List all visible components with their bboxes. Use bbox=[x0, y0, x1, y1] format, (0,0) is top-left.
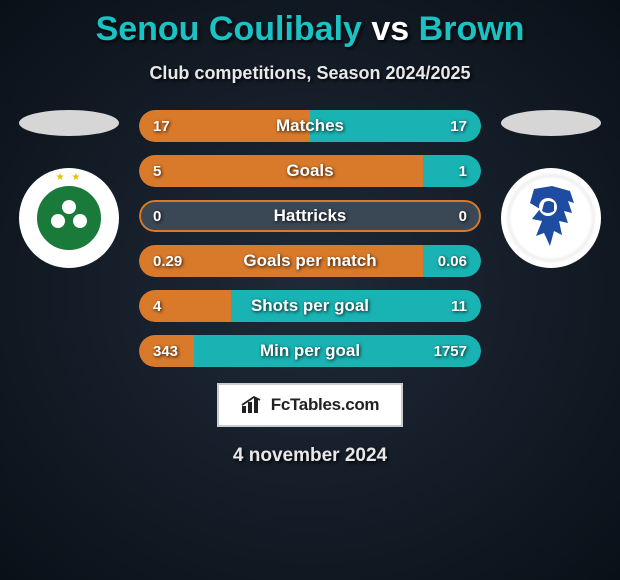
page-title: Senou Coulibaly vs Brown bbox=[96, 10, 525, 49]
club2-logo bbox=[501, 168, 601, 268]
indian-head-icon bbox=[524, 181, 579, 256]
comparison-card: Senou Coulibaly vs Brown Club competitio… bbox=[0, 0, 620, 467]
stat-right-value: 0 bbox=[459, 208, 467, 225]
stat-bar: 0.29Goals per match0.06 bbox=[139, 245, 481, 277]
player1-name: Senou Coulibaly bbox=[96, 10, 362, 48]
club1-logo-inner bbox=[34, 183, 104, 253]
stat-bar: 4Shots per goal11 bbox=[139, 290, 481, 322]
stat-bar: 0Hattricks0 bbox=[139, 200, 481, 232]
stat-label: Min per goal bbox=[139, 341, 481, 361]
subtitle: Club competitions, Season 2024/2025 bbox=[149, 63, 470, 84]
stat-label: Shots per goal bbox=[139, 296, 481, 316]
stat-right-value: 1757 bbox=[434, 343, 467, 360]
brand-text: FcTables.com bbox=[271, 395, 380, 415]
stat-bar: 5Goals1 bbox=[139, 155, 481, 187]
stat-right-value: 11 bbox=[451, 298, 467, 315]
left-column: ★ ★ bbox=[19, 110, 119, 268]
right-column bbox=[501, 110, 601, 268]
main-area: ★ ★ 17Matches17 5Goals1 0Hattricks0 0.29Goa… bbox=[0, 110, 620, 367]
shamrock-icon bbox=[51, 200, 87, 236]
player1-silhouette bbox=[19, 110, 119, 136]
stat-right-value: 0.06 bbox=[438, 253, 467, 270]
stat-label: Hattricks bbox=[139, 206, 481, 226]
stat-label: Matches bbox=[139, 116, 481, 136]
chart-icon bbox=[241, 396, 265, 414]
date: 4 november 2024 bbox=[233, 445, 387, 467]
stats-column: 17Matches17 5Goals1 0Hattricks0 0.29Goals p… bbox=[139, 110, 481, 367]
stat-label: Goals bbox=[139, 161, 481, 181]
vs-text: vs bbox=[371, 10, 409, 48]
club1-logo: ★ ★ bbox=[19, 168, 119, 268]
stat-bar: 343Min per goal1757 bbox=[139, 335, 481, 367]
brand-badge: FcTables.com bbox=[217, 383, 404, 427]
player2-name: Brown bbox=[419, 10, 525, 48]
stat-bar: 17Matches17 bbox=[139, 110, 481, 142]
stat-label: Goals per match bbox=[139, 251, 481, 271]
stars-icon: ★ ★ bbox=[56, 172, 83, 183]
stat-right-value: 1 bbox=[459, 163, 467, 180]
stat-right-value: 17 bbox=[450, 118, 467, 135]
player2-silhouette bbox=[501, 110, 601, 136]
